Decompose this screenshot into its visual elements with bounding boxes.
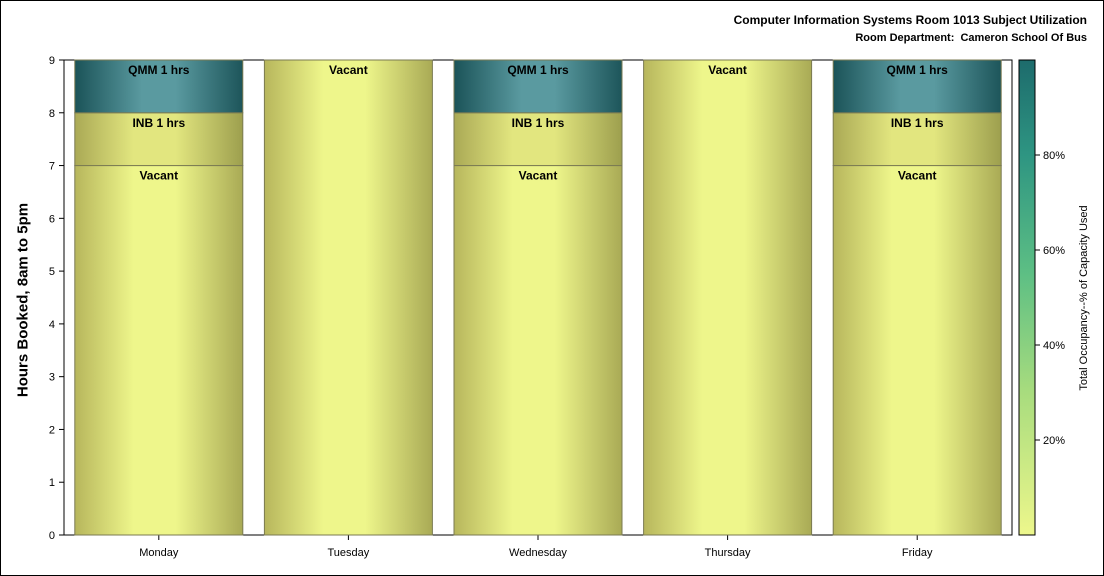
bar-segment-label: INB 1 hrs: [891, 116, 944, 130]
x-tick-label: Wednesday: [509, 547, 567, 559]
bar-segment-label: Vacant: [139, 169, 178, 183]
y-tick-label: 1: [49, 477, 55, 489]
y-tick-label: 3: [49, 372, 55, 384]
y-tick-label: 0: [49, 530, 55, 542]
bar-segment: [453, 59, 623, 114]
colorbar-tick-label: 80%: [1043, 150, 1065, 162]
bar-segment-label: Vacant: [329, 63, 368, 77]
bar-segment-label: Vacant: [708, 63, 747, 77]
bar-segment: [832, 59, 1002, 114]
bar-segment: [832, 112, 1002, 167]
bar-segment-label: QMM 1 hrs: [507, 63, 569, 77]
y-tick-label: 7: [49, 161, 55, 173]
x-tick-label: Monday: [139, 547, 179, 559]
y-tick-label: 5: [49, 266, 55, 278]
bar-segment-label: Vacant: [898, 169, 937, 183]
colorbar-tick-label: 20%: [1043, 435, 1065, 447]
y-tick-label: 2: [49, 424, 55, 436]
bar-segment: [832, 165, 1002, 536]
bar-segment-label: QMM 1 hrs: [887, 63, 949, 77]
y-tick-label: 8: [49, 108, 55, 120]
colorbar: [1018, 59, 1036, 536]
bar-segment-label: INB 1 hrs: [512, 116, 565, 130]
chart-title: Computer Information Systems Room 1013 S…: [733, 13, 1087, 27]
bar-segment: [453, 112, 623, 167]
y-tick-label: 6: [49, 213, 55, 225]
bar-segment: [74, 112, 244, 167]
bar-segment: [263, 59, 433, 536]
chart-subtitle: Room Department: Cameron School Of Bus: [855, 32, 1087, 44]
bar-segment: [453, 165, 623, 536]
colorbar-tick-label: 40%: [1043, 340, 1065, 352]
bar-segment: [74, 59, 244, 114]
y-tick-label: 9: [49, 55, 55, 67]
colorbar-tick-label: 60%: [1043, 245, 1065, 257]
x-tick-label: Tuesday: [328, 547, 370, 559]
bar-segment-label: INB 1 hrs: [132, 116, 185, 130]
bar-segment-label: QMM 1 hrs: [128, 63, 190, 77]
x-tick-label: Friday: [902, 547, 933, 559]
bar-segment-label: Vacant: [519, 169, 558, 183]
bar-segment: [74, 165, 244, 536]
x-tick-label: Thursday: [705, 547, 751, 559]
bar-segment: [643, 59, 813, 536]
y-tick-label: 4: [49, 319, 55, 331]
